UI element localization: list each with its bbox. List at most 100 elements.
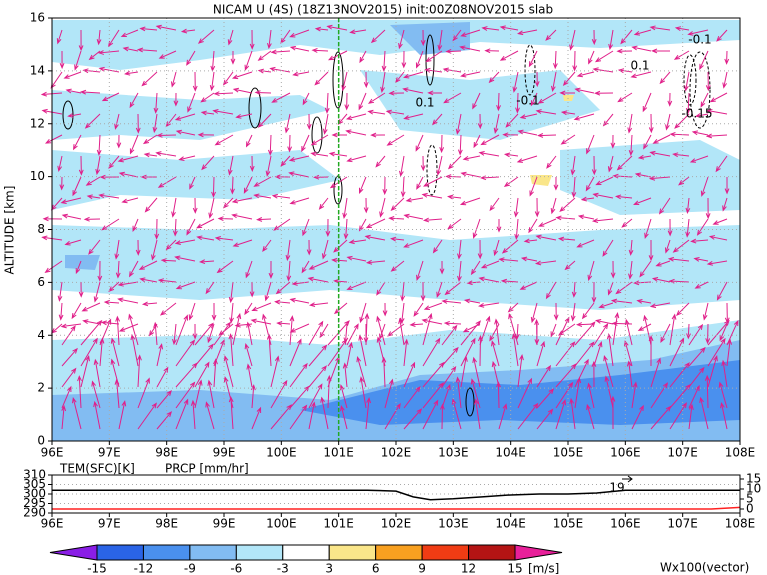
wind-vector bbox=[481, 26, 500, 31]
wind-vector bbox=[690, 238, 709, 244]
wind-vector bbox=[576, 239, 595, 248]
wind-vector bbox=[610, 260, 616, 279]
wind-vector bbox=[685, 92, 691, 115]
plot-frame bbox=[51, 474, 741, 514]
wind-vector bbox=[275, 281, 291, 295]
wind-vector bbox=[213, 358, 218, 388]
wind-vector bbox=[700, 92, 709, 108]
wind-vector bbox=[156, 132, 177, 138]
wind-vector bbox=[399, 302, 405, 324]
wind-vector bbox=[439, 403, 445, 430]
wind-vector bbox=[249, 155, 255, 172]
wind-vector bbox=[665, 113, 671, 131]
wind-vector bbox=[724, 176, 730, 195]
wind-vector bbox=[251, 302, 272, 312]
wind-vector bbox=[331, 132, 348, 138]
wind-vector bbox=[514, 323, 520, 340]
wind-vector bbox=[631, 404, 644, 430]
wind-vector bbox=[535, 109, 557, 115]
wind-vector bbox=[333, 302, 348, 315]
legend-label: TEM(SFC)[K] bbox=[59, 462, 135, 476]
wind-vector bbox=[604, 375, 614, 409]
colorbar-box bbox=[142, 544, 191, 561]
wind-vector bbox=[577, 214, 595, 220]
wind-vector bbox=[91, 380, 101, 409]
wind-vector bbox=[96, 29, 102, 46]
wind-vector bbox=[118, 400, 127, 430]
wind-vector bbox=[172, 323, 177, 346]
wind-vector bbox=[345, 113, 367, 121]
wind-vector bbox=[511, 333, 519, 367]
wind-vector bbox=[139, 277, 158, 283]
annotation-arrow bbox=[622, 475, 633, 483]
wind-vector bbox=[574, 376, 582, 409]
wind-vector bbox=[557, 236, 576, 242]
wind-vector bbox=[67, 113, 82, 118]
wind-vector bbox=[693, 256, 709, 262]
wind-vector bbox=[708, 235, 728, 241]
wind-vector bbox=[165, 239, 177, 251]
wind-vector bbox=[88, 239, 101, 255]
wind-vector bbox=[141, 71, 158, 87]
wind-vector bbox=[88, 50, 101, 61]
wind-vector bbox=[367, 92, 386, 104]
wind-vector bbox=[243, 176, 253, 194]
wind-vector bbox=[341, 71, 348, 92]
wind-vector bbox=[232, 87, 253, 94]
wind-vector bbox=[473, 398, 481, 430]
wind-vector bbox=[574, 321, 596, 346]
wind-vector bbox=[50, 71, 63, 89]
wind-vector bbox=[310, 134, 329, 146]
wind-vector bbox=[114, 239, 120, 260]
wind-vector bbox=[155, 151, 177, 157]
wind-vector bbox=[375, 155, 386, 168]
wind-vector bbox=[517, 29, 538, 36]
wind-vector bbox=[457, 239, 462, 260]
wind-vector bbox=[607, 281, 614, 296]
colorbar-label: 12 bbox=[461, 562, 476, 575]
wind-vector bbox=[439, 260, 445, 275]
wind-vector bbox=[327, 338, 347, 367]
wind-vector bbox=[528, 218, 538, 234]
wind-vector bbox=[228, 396, 234, 430]
y-tick-label: 12 bbox=[30, 116, 45, 130]
wind-vector bbox=[103, 299, 120, 305]
wind-vector bbox=[550, 323, 557, 338]
wind-vector bbox=[591, 155, 597, 176]
wind-vector bbox=[321, 239, 329, 260]
wind-vector bbox=[447, 194, 462, 200]
wind-vector bbox=[570, 302, 576, 322]
wind-vector bbox=[61, 213, 82, 220]
wind-vector bbox=[174, 113, 196, 121]
wind-vector bbox=[314, 71, 329, 86]
wind-vector bbox=[678, 176, 690, 186]
wind-vector bbox=[289, 297, 310, 304]
wind-vector bbox=[457, 260, 462, 283]
wind-vector bbox=[364, 312, 370, 346]
wind-vector bbox=[60, 323, 82, 329]
x-tick-label: 97E bbox=[98, 446, 121, 460]
wind-vector bbox=[308, 320, 324, 346]
wind-vector bbox=[121, 197, 139, 204]
wind-vector bbox=[530, 92, 538, 107]
wind-vector bbox=[545, 281, 557, 300]
wind-vector bbox=[688, 346, 706, 367]
wind-vector bbox=[249, 281, 255, 298]
wind-vector bbox=[175, 339, 196, 367]
wind-vector bbox=[445, 48, 462, 54]
wind-vector bbox=[172, 218, 178, 237]
wind-vector bbox=[587, 382, 595, 409]
wind-vector bbox=[339, 384, 348, 409]
x-tick-label: 103E bbox=[438, 517, 469, 531]
colorbar-label: -9 bbox=[184, 562, 196, 575]
wind-vector bbox=[538, 218, 557, 227]
wind-vector bbox=[310, 151, 329, 157]
wind-vector bbox=[80, 319, 103, 346]
wind-vector bbox=[326, 24, 348, 31]
wind-vector bbox=[409, 322, 424, 327]
wind-vector bbox=[223, 355, 234, 388]
wind-vector bbox=[553, 50, 558, 70]
wind-vector bbox=[626, 360, 633, 388]
wind-vector bbox=[59, 176, 65, 191]
wind-vector bbox=[447, 155, 462, 170]
